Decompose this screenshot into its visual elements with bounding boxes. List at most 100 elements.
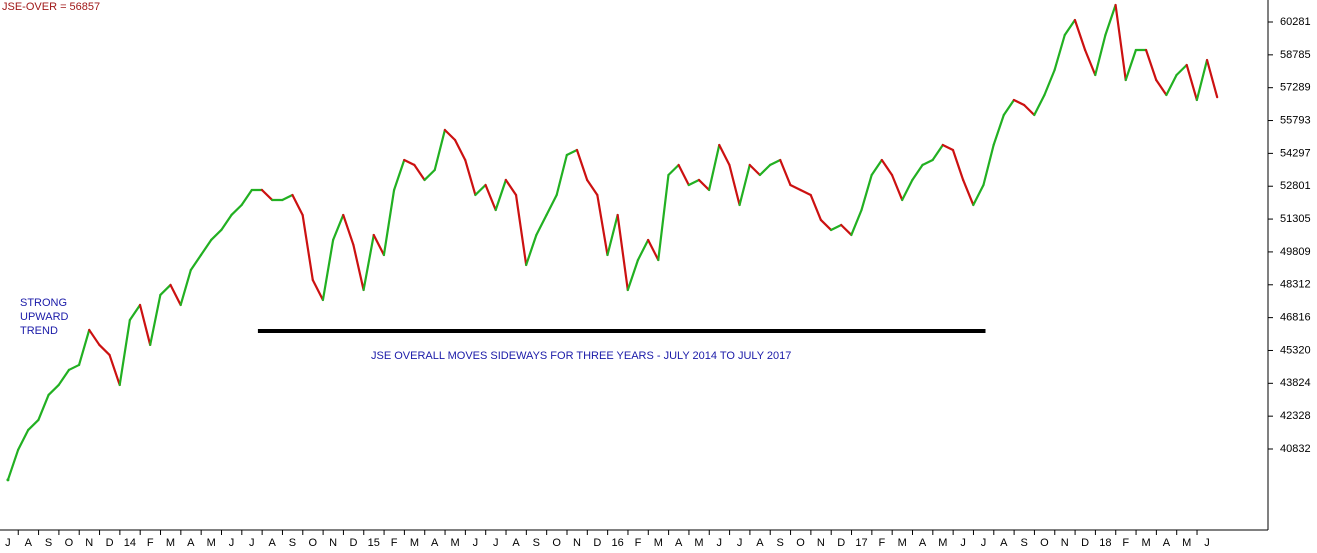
line-segment <box>667 163 680 177</box>
line-segment <box>453 138 467 162</box>
line-segment <box>992 113 1005 147</box>
x-tick-label: 16 <box>612 537 624 549</box>
annotation: TREND <box>20 325 58 337</box>
line-segment <box>738 163 751 207</box>
line-segment <box>403 158 416 167</box>
line-segment <box>464 158 477 197</box>
y-tick-label: 54297 <box>1280 147 1311 159</box>
line-segment <box>301 213 314 282</box>
y-tick-label: 40832 <box>1280 443 1311 455</box>
line-segment <box>291 193 304 217</box>
x-tick-label: A <box>187 537 195 549</box>
line-segment <box>748 163 762 177</box>
x-tick-label: A <box>1163 537 1171 549</box>
line-segment <box>1124 48 1137 82</box>
line-segment <box>260 188 274 202</box>
x-tick-label: J <box>981 537 987 549</box>
line-segment <box>850 208 863 237</box>
x-tick-label: D <box>349 537 357 549</box>
line-segment <box>880 158 894 177</box>
line-segment <box>575 148 589 182</box>
line-segment <box>423 168 436 182</box>
x-tick-label: F <box>147 537 154 549</box>
x-tick-label: 14 <box>124 537 136 549</box>
x-tick-label: F <box>878 537 885 549</box>
x-tick-label: A <box>512 537 520 549</box>
line-segment <box>545 193 558 217</box>
line-segment <box>240 188 253 207</box>
line-segment <box>525 233 538 267</box>
line-segment <box>189 253 203 272</box>
x-tick-label: J <box>1204 537 1210 549</box>
line-segment <box>870 158 883 177</box>
line-segment <box>149 293 162 347</box>
line-segment <box>1155 78 1168 97</box>
line-segment <box>362 233 375 292</box>
line-segment <box>647 238 660 262</box>
line-segment <box>27 418 40 432</box>
line-segment <box>57 368 70 387</box>
x-tick-label: J <box>737 537 743 549</box>
line-segment <box>6 448 20 482</box>
line-segment <box>352 243 365 292</box>
line-segment <box>47 383 60 397</box>
line-segment <box>1104 3 1117 37</box>
x-tick-label: J <box>249 537 255 549</box>
x-tick-label: M <box>450 537 459 549</box>
line-segment <box>514 193 528 267</box>
line-segment <box>626 258 640 292</box>
x-tick-label: 15 <box>368 537 380 549</box>
line-segment <box>687 178 701 187</box>
line-segment <box>758 163 772 177</box>
line-segment <box>901 178 914 202</box>
x-tick-label: 17 <box>855 537 867 549</box>
x-tick-label: O <box>796 537 805 549</box>
line-segment <box>321 238 335 302</box>
line-segment <box>159 283 172 297</box>
x-tick-label: D <box>1081 537 1089 549</box>
line-segment <box>77 328 91 367</box>
annotation: STRONG <box>20 297 67 309</box>
x-tick-label: A <box>25 537 33 549</box>
line-segment <box>677 163 690 187</box>
line-segment <box>972 183 985 207</box>
line-segment <box>931 143 944 162</box>
x-tick-label: J <box>493 537 499 549</box>
line-segment <box>707 143 721 192</box>
y-tick-label: 55793 <box>1280 114 1311 126</box>
x-tick-label: A <box>756 537 764 549</box>
line-segment <box>565 148 579 157</box>
line-segment <box>921 158 934 167</box>
line-segment <box>342 213 355 247</box>
line-segment <box>819 218 833 232</box>
line-segment <box>413 163 426 182</box>
line-segment <box>535 213 548 237</box>
y-tick-label: 43824 <box>1280 377 1311 389</box>
y-tick-label: 52801 <box>1280 180 1311 192</box>
line-segment <box>382 188 396 257</box>
line-segment <box>67 363 81 372</box>
x-tick-label: N <box>1061 537 1069 549</box>
line-segment <box>951 148 965 182</box>
x-tick-label: S <box>1020 537 1027 549</box>
y-tick-label: 57289 <box>1280 82 1311 94</box>
x-tick-label: O <box>309 537 318 549</box>
line-segment <box>1033 93 1046 117</box>
line-segment <box>108 353 121 387</box>
chart-title: JSE-OVER = 56857 <box>2 1 100 13</box>
line-segment <box>169 283 182 307</box>
y-tick-label: 45320 <box>1280 344 1311 356</box>
x-tick-label: S <box>289 537 296 549</box>
line-segment <box>1094 33 1107 77</box>
line-segment <box>1175 63 1188 77</box>
line-segment <box>484 183 497 212</box>
line-segment <box>392 158 406 192</box>
annotation: JSE OVERALL MOVES SIDEWAYS FOR THREE YEA… <box>371 350 791 362</box>
line-segment <box>799 188 812 197</box>
line-segment <box>1185 63 1198 102</box>
y-tick-label: 48312 <box>1280 279 1311 291</box>
x-tick-label: N <box>85 537 93 549</box>
line-segment <box>596 193 609 257</box>
line-segment <box>606 213 619 257</box>
